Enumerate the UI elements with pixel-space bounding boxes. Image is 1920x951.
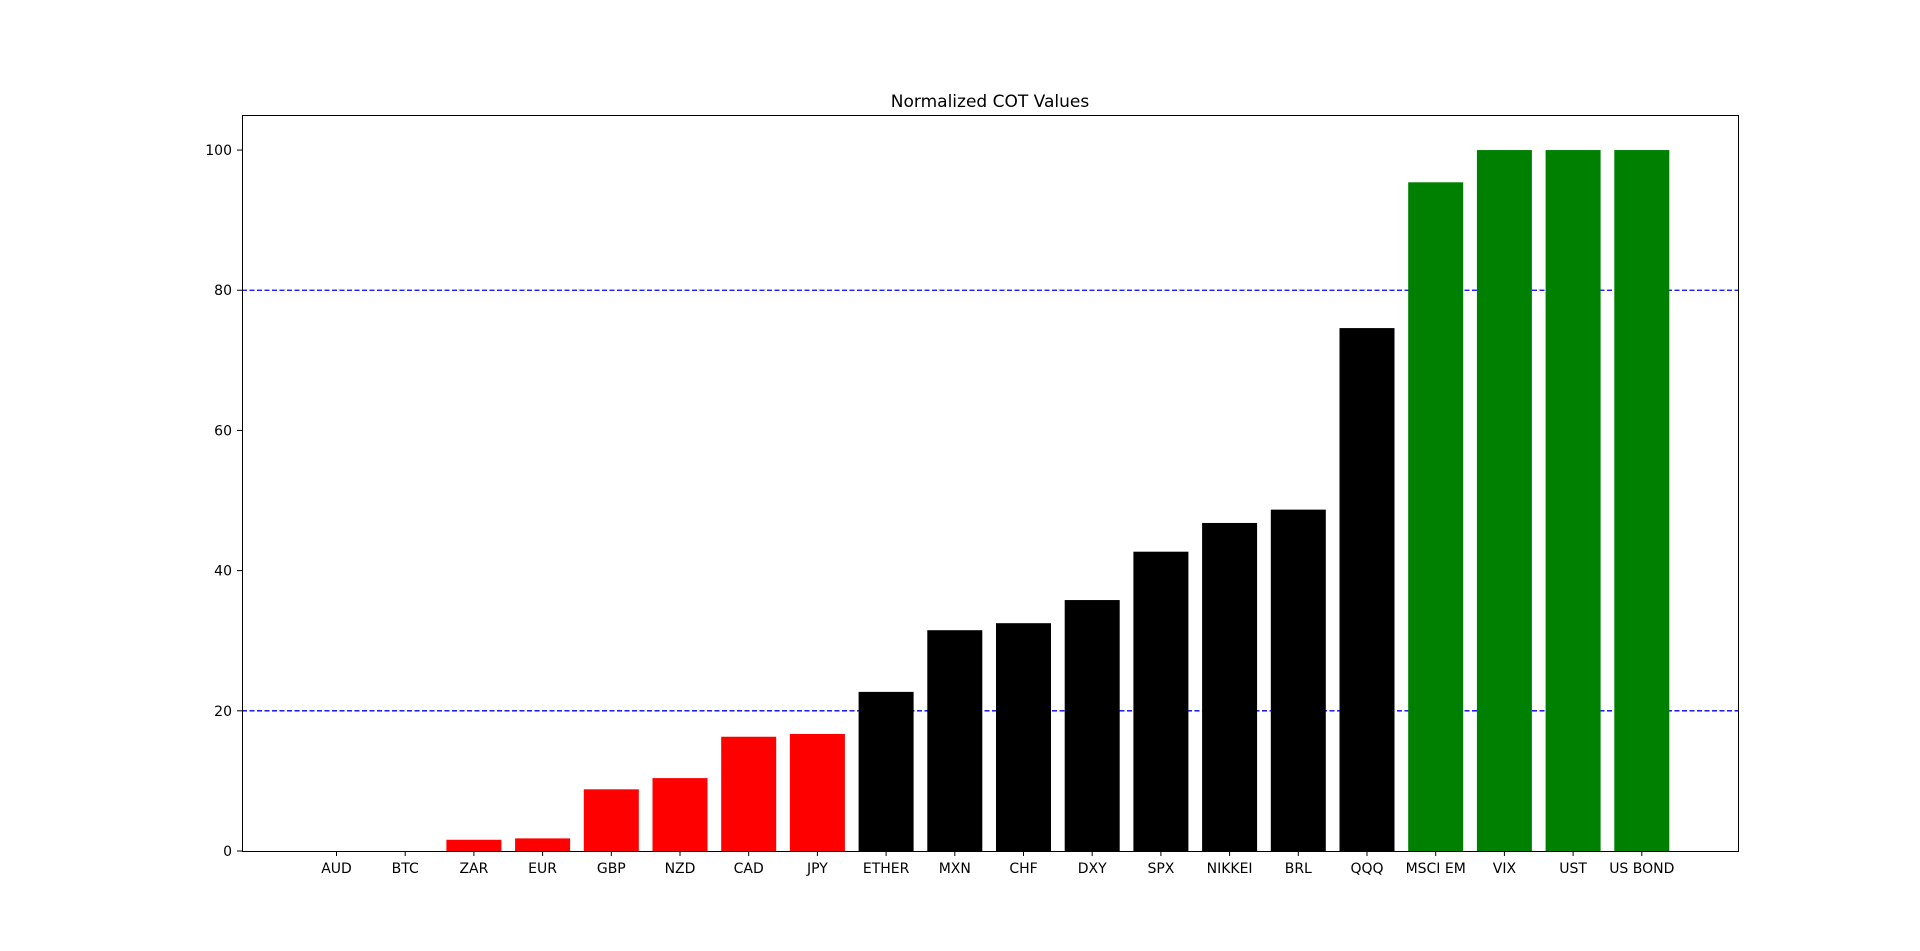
x-tick-label: CHF xyxy=(1009,861,1037,877)
bar-zar xyxy=(446,839,502,851)
bar-us-bond xyxy=(1614,150,1670,852)
y-tick-label: 20 xyxy=(214,704,232,720)
y-tick-label: 80 xyxy=(214,283,232,299)
x-tick-label: NIKKEI xyxy=(1207,861,1253,877)
chart-title: Normalized COT Values xyxy=(891,92,1090,112)
bar-msci-em xyxy=(1408,182,1464,851)
x-tick-label: SPX xyxy=(1147,861,1174,877)
y-tick-label: 60 xyxy=(214,423,232,439)
y-tick-label: 100 xyxy=(205,143,232,159)
x-axis-ticks: AUD BTC ZAR EUR GBP NZD CAD JPY ETHER MXN CHF DXY SP… xyxy=(321,851,1674,877)
x-tick-label: UST xyxy=(1559,861,1587,877)
x-tick-label: BRL xyxy=(1285,861,1312,877)
y-tick-label: 0 xyxy=(223,844,232,860)
x-tick-label: MXN xyxy=(939,861,971,877)
x-tick-label: US BOND xyxy=(1609,861,1674,877)
bar-mxn xyxy=(927,630,983,851)
x-tick-label: CAD xyxy=(734,861,764,877)
x-tick-label: ETHER xyxy=(863,861,910,877)
bar-vix xyxy=(1476,150,1532,852)
y-tick-label: 40 xyxy=(214,564,232,580)
x-tick-label: MSCI EM xyxy=(1406,861,1466,877)
bar-jpy xyxy=(789,733,845,851)
bar-ether xyxy=(858,691,914,851)
bar-cad xyxy=(721,736,777,851)
x-tick-label: QQQ xyxy=(1350,861,1383,877)
bar-chf xyxy=(996,623,1051,851)
x-tick-label: GBP xyxy=(597,861,626,877)
bar-qqq xyxy=(1339,328,1395,851)
y-axis-ticks: 0 20 40 60 80 100 xyxy=(205,143,242,860)
x-tick-label: NZD xyxy=(665,861,696,877)
bar-eur xyxy=(515,838,571,851)
bar-nzd xyxy=(652,778,708,851)
bars-group xyxy=(446,150,1670,852)
bar-brl xyxy=(1270,509,1326,851)
bar-ust xyxy=(1545,150,1601,852)
bar-nikkei xyxy=(1202,522,1258,851)
plot-frame xyxy=(242,115,1739,852)
bar-dxy xyxy=(1064,600,1120,851)
bar-spx xyxy=(1133,551,1189,851)
x-tick-label: EUR xyxy=(528,861,557,877)
bar-gbp xyxy=(583,789,639,851)
x-tick-label: VIX xyxy=(1493,861,1517,877)
x-tick-label: JPY xyxy=(806,861,828,877)
x-tick-label: DXY xyxy=(1078,861,1107,877)
x-tick-label: BTC xyxy=(392,861,419,877)
x-tick-label: ZAR xyxy=(459,861,488,877)
x-tick-label: AUD xyxy=(321,861,352,877)
